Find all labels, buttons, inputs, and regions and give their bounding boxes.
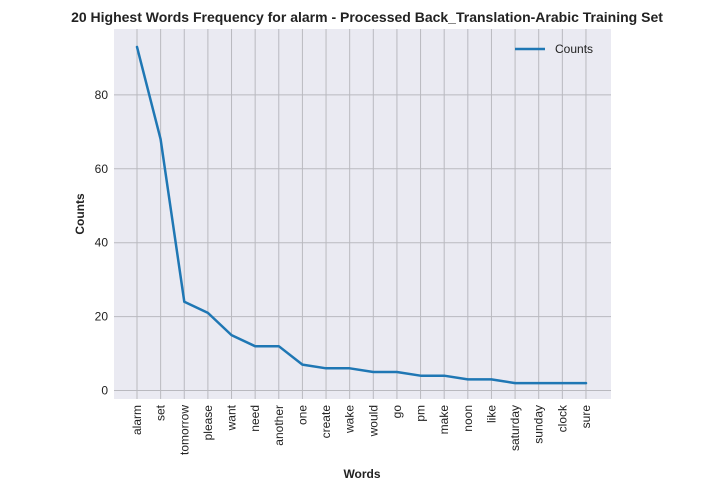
x-axis-ticks: alarm set tomorrow please want need another one… (130, 404, 593, 455)
x-tick-label: pm (414, 405, 428, 422)
x-tick-label: noon (461, 405, 475, 432)
x-tick-label: wake (343, 405, 357, 434)
legend: Counts (515, 42, 593, 56)
x-tick-label: would (366, 405, 380, 437)
plot-area (114, 29, 611, 399)
x-tick-label: want (225, 404, 239, 431)
y-axis-label: Counts (73, 193, 87, 235)
x-tick-label: create (319, 405, 333, 439)
x-tick-label: tomorrow (177, 405, 191, 455)
x-tick-label: sure (579, 405, 593, 429)
x-tick-label: go (390, 405, 404, 419)
y-axis-ticks: 0 20 40 60 80 (95, 88, 109, 398)
x-tick-label: sunday (532, 405, 546, 444)
x-tick-label: another (272, 405, 286, 446)
legend-label: Counts (555, 42, 593, 56)
x-tick-label: like (484, 405, 498, 423)
x-tick-label: please (201, 405, 215, 441)
x-tick-label: need (248, 405, 262, 432)
x-tick-label: clock (555, 404, 569, 432)
series-line-counts (135, 45, 588, 385)
x-tick-label: one (295, 405, 309, 425)
y-tick-label: 80 (95, 88, 109, 102)
series-layer (135, 45, 588, 385)
y-tick-label: 20 (95, 310, 109, 324)
y-tick-label: 0 (101, 384, 108, 398)
y-tick-label: 40 (95, 236, 109, 250)
grid (114, 29, 611, 399)
chart-title: 20 Highest Words Frequency for alarm - P… (71, 9, 663, 25)
x-tick-label: saturday (508, 405, 522, 451)
x-tick-label: set (154, 404, 168, 421)
x-tick-label: make (437, 405, 451, 435)
x-tick-label: alarm (130, 405, 144, 435)
x-axis-label: Words (343, 467, 380, 481)
y-tick-label: 60 (95, 162, 109, 176)
